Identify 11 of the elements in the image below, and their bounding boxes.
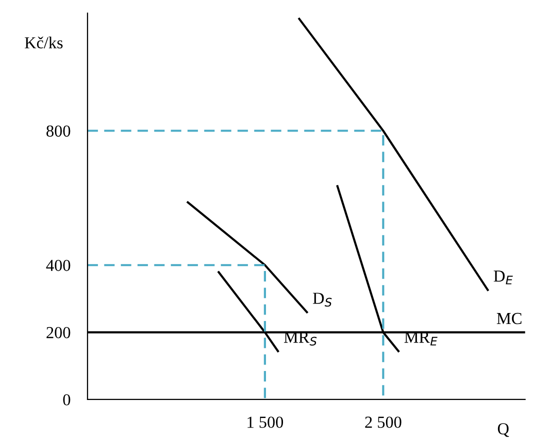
x-tick-label: 2 500 <box>365 416 402 428</box>
y-tick-label: 400 <box>46 260 70 272</box>
series-label: D$_{S}$ <box>312 292 332 307</box>
y-axis-title: Kč/ks <box>24 36 63 48</box>
series-label: D$_{E}$ <box>494 270 513 284</box>
x-axis-title: Q <box>498 423 509 437</box>
y-tick-label: 800 <box>46 125 70 137</box>
series-label: MC <box>496 312 522 324</box>
x-tick-label: 1 500 <box>248 416 284 428</box>
y-tick-label: 200 <box>46 327 70 338</box>
y-tick-label: 0 <box>63 394 70 406</box>
